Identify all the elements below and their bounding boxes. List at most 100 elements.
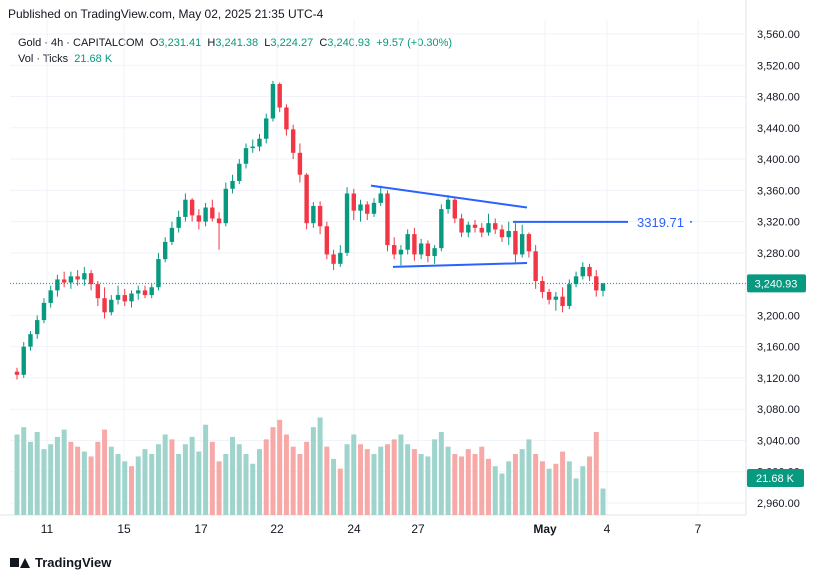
volume-bar xyxy=(75,446,81,515)
candle-body xyxy=(317,205,323,227)
candle-body xyxy=(486,223,491,233)
volume-bar xyxy=(465,449,471,515)
candle-body xyxy=(398,249,404,255)
time-tick-label: 7 xyxy=(695,522,702,536)
candle-body xyxy=(75,276,80,280)
volume-bar xyxy=(573,478,579,515)
volume-bar xyxy=(472,454,478,515)
volume-bar xyxy=(41,449,47,515)
price-tick-label: 3,480.00 xyxy=(757,92,800,104)
candlesticks xyxy=(14,80,606,380)
volume-bar xyxy=(438,432,444,515)
volume-bar xyxy=(533,454,539,515)
trendline-upper xyxy=(370,184,528,209)
volume-bar xyxy=(566,461,572,515)
candle-body xyxy=(452,199,458,219)
candle-body xyxy=(257,138,262,147)
symbol-label[interactable]: Gold · 4h · CAPITALCOM xyxy=(18,37,144,49)
volume-bar xyxy=(283,434,289,515)
volume-bar xyxy=(479,446,485,515)
volume-bar xyxy=(95,441,101,515)
grid-lines xyxy=(0,0,747,516)
candle-body xyxy=(385,193,390,246)
candle-body xyxy=(156,259,161,288)
time-tick-label: 17 xyxy=(194,522,208,536)
candle-body xyxy=(594,276,599,291)
trendline-lower xyxy=(392,262,528,268)
volume-bar xyxy=(371,454,377,515)
volume-bar xyxy=(459,456,465,515)
candle-body xyxy=(567,284,572,307)
candle-body xyxy=(136,290,141,294)
price-tick-label: 3,160.00 xyxy=(757,342,800,354)
volume-bar xyxy=(492,466,498,515)
candle-body xyxy=(546,291,552,300)
volume-bar xyxy=(358,444,364,515)
candle-body xyxy=(82,273,87,280)
candle-body xyxy=(412,234,417,255)
candle-body xyxy=(48,290,53,303)
candle-body xyxy=(311,205,316,224)
candle-body xyxy=(425,243,431,256)
price-tick-label: 3,440.00 xyxy=(757,123,800,135)
legend-volume-row: Vol · Ticks 21.68 K xyxy=(18,51,452,67)
volume-bar xyxy=(317,417,323,515)
candle-body xyxy=(162,241,168,260)
candle-body xyxy=(230,180,235,189)
candle-body xyxy=(61,279,67,283)
candle-body xyxy=(109,299,114,313)
volume-bar xyxy=(452,454,458,515)
candle-body xyxy=(115,295,121,300)
candle-body xyxy=(472,224,478,228)
time-tick-label: May xyxy=(533,522,557,536)
published-caption: Published on TradingView.com, May 02, 20… xyxy=(8,7,324,21)
legend-ohlc-row: Gold · 4h · CAPITALCOM O3,231.41 H3,241.… xyxy=(18,35,452,51)
candle-body xyxy=(466,224,471,233)
volume-bar xyxy=(560,451,566,515)
price-tick-label: 3,080.00 xyxy=(757,404,800,416)
volume-bar xyxy=(250,463,256,515)
volume-bar xyxy=(263,439,269,515)
candle-body xyxy=(216,218,222,224)
volume-bar xyxy=(182,444,188,515)
volume-bar xyxy=(418,454,424,515)
candle-body xyxy=(365,204,370,214)
price-tick-label: 2,960.00 xyxy=(757,498,800,510)
volume-bar xyxy=(391,439,397,515)
close-value: 3,240.93 xyxy=(327,37,371,49)
price-badges: 3,240.93 21.68 K xyxy=(747,274,806,487)
candle-body xyxy=(88,273,94,285)
candle-body xyxy=(196,215,202,222)
volume-bar xyxy=(27,441,33,515)
volume-bar xyxy=(61,429,67,515)
volume-badge xyxy=(747,469,804,487)
volume-bar xyxy=(216,461,222,515)
candle-body xyxy=(540,281,545,292)
candle-body xyxy=(142,290,148,296)
volume-indicator-label[interactable]: Vol · Ticks xyxy=(18,53,69,65)
volume-bar xyxy=(337,468,343,515)
candle-body xyxy=(553,296,559,300)
volume-bar xyxy=(223,454,229,515)
volume-bar xyxy=(21,427,27,515)
brand-label: TradingView xyxy=(35,555,112,570)
candle-body xyxy=(41,302,47,321)
volume-bar xyxy=(189,436,195,515)
volume-bar xyxy=(546,468,552,515)
candle-body xyxy=(277,84,282,108)
candle-body xyxy=(600,283,606,291)
candle-body xyxy=(351,193,356,211)
volume-bar xyxy=(68,441,74,515)
candle-body xyxy=(129,293,134,302)
candle-body xyxy=(499,229,505,238)
time-tick-label: 4 xyxy=(604,522,611,536)
candle-body xyxy=(237,163,242,181)
price-tick-label: 3,040.00 xyxy=(757,435,800,447)
candle-body xyxy=(378,193,383,203)
candle-body xyxy=(68,276,74,283)
volume-bar xyxy=(553,463,559,515)
tradingview-brand: TradingView xyxy=(10,555,111,570)
time-tick-label: 24 xyxy=(347,522,361,536)
volume-bar xyxy=(384,444,390,515)
